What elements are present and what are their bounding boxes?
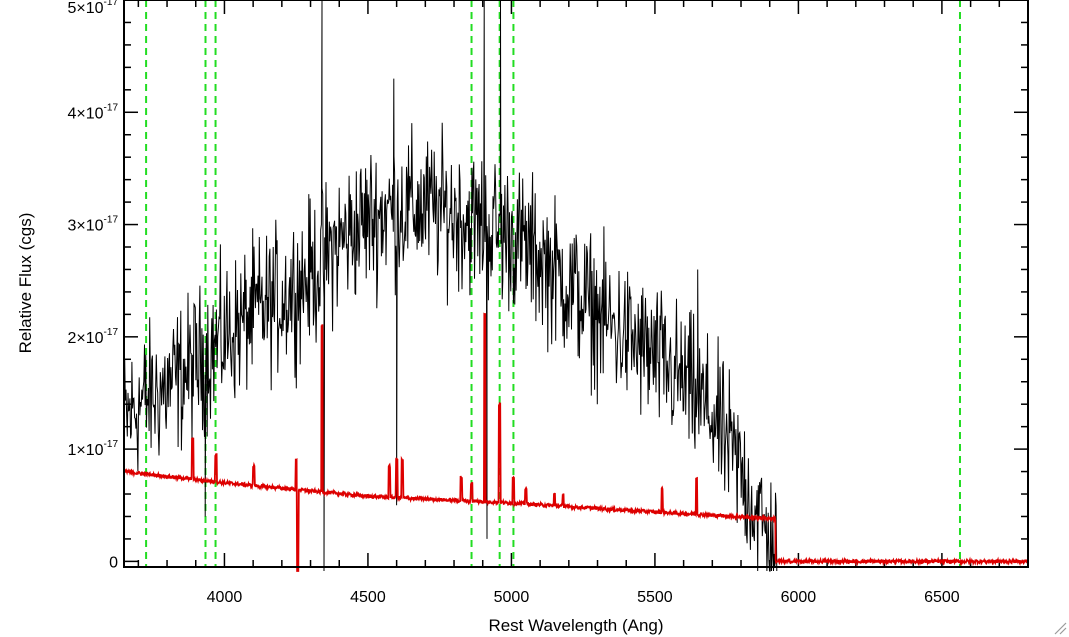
resize-grip-icon[interactable] [1053,621,1067,635]
x-tick-label: 4000 [207,589,243,606]
y-tick-label: 1×10-17 [68,439,119,459]
y-tick-label: 4×10-17 [68,102,119,122]
y-tick-label: 2×10-17 [68,327,119,347]
tick-labels: 4000 4500 5000 5500 6000 6500 0 1×10-17 2×10-17 3… [68,0,960,606]
series-group [123,0,1029,572]
x-axis-title: Rest Wavelength (Ang) [488,616,663,635]
x-tick-label: 6000 [781,589,817,606]
y-tick-label: 3×10-17 [68,215,119,235]
series-1-line [123,312,1029,572]
series-0-line [123,0,778,572]
y-axis-title: Relative Flux (cgs) [16,213,35,354]
x-tick-label: 5500 [637,589,673,606]
x-axis-ticks [137,0,1029,567]
y-tick-label: 0 [109,554,118,571]
y-axis-ticks [124,0,1028,563]
x-tick-label: 6500 [924,589,960,606]
plot-frame [123,0,1029,568]
x-tick-label: 5000 [494,589,530,606]
y-tick-label: 5×10-17 [68,0,119,17]
x-tick-label: 4500 [350,589,386,606]
